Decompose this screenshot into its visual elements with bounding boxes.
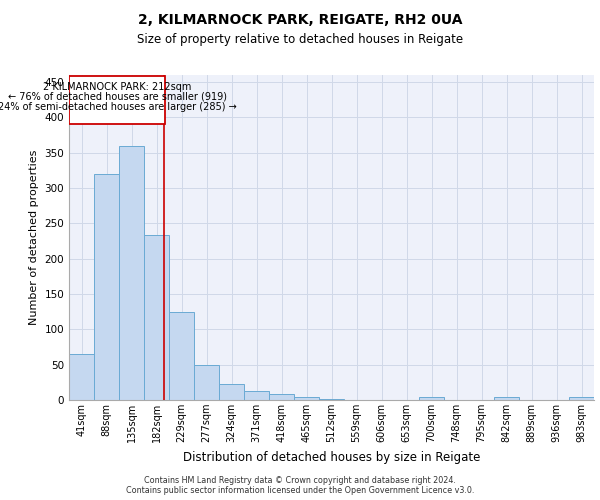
Bar: [269, 394, 294, 400]
Bar: [219, 384, 244, 400]
Bar: [169, 312, 194, 400]
Text: Contains HM Land Registry data © Crown copyright and database right 2024.
Contai: Contains HM Land Registry data © Crown c…: [126, 476, 474, 495]
Text: 2, KILMARNOCK PARK, REIGATE, RH2 0UA: 2, KILMARNOCK PARK, REIGATE, RH2 0UA: [138, 12, 462, 26]
Bar: [119, 146, 144, 400]
Y-axis label: Number of detached properties: Number of detached properties: [29, 150, 39, 325]
Bar: [294, 397, 319, 400]
X-axis label: Distribution of detached houses by size in Reigate: Distribution of detached houses by size …: [183, 450, 480, 464]
Text: ← 76% of detached houses are smaller (919): ← 76% of detached houses are smaller (91…: [8, 92, 227, 102]
Text: 24% of semi-detached houses are larger (285) →: 24% of semi-detached houses are larger (…: [0, 102, 236, 112]
Bar: [194, 364, 219, 400]
Bar: [569, 397, 594, 400]
Text: Size of property relative to detached houses in Reigate: Size of property relative to detached ho…: [137, 32, 463, 46]
Bar: [144, 236, 169, 400]
Bar: [69, 354, 94, 400]
Text: 2 KILMARNOCK PARK: 212sqm: 2 KILMARNOCK PARK: 212sqm: [43, 82, 191, 92]
Bar: [244, 391, 269, 400]
Bar: [419, 397, 444, 400]
Bar: [94, 174, 119, 400]
Bar: [494, 397, 519, 400]
FancyBboxPatch shape: [69, 76, 165, 124]
